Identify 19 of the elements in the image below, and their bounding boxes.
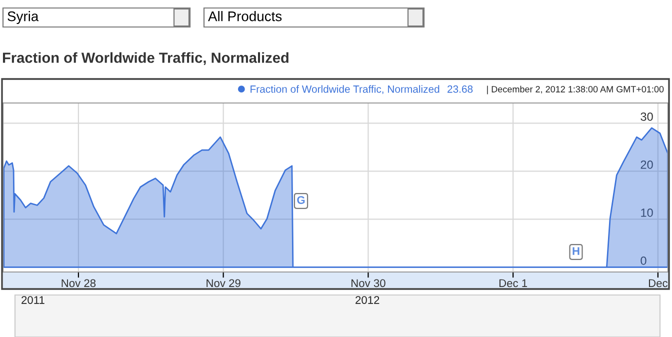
y-tick-label: 10	[641, 208, 653, 217]
y-tick-label: 30	[640, 112, 653, 121]
y-tick-label: 20	[640, 160, 653, 169]
text: | December 2, 2012 1:38:00 AM GMT+01:00	[487, 86, 664, 94]
x-tick-label: Nov 29	[206, 279, 240, 288]
text: Syria	[8, 11, 39, 24]
text: All Products	[208, 11, 282, 22]
text: 2011	[22, 296, 44, 304]
text: 2012	[356, 296, 380, 304]
annotation: H	[572, 247, 580, 255]
y-tick-label: 0	[640, 256, 646, 265]
x-tick-label: Dec	[648, 279, 668, 288]
x-tick-label: Nov 30	[352, 279, 386, 288]
x-tick-label: Nov 28	[62, 279, 96, 288]
chart-title: Fraction of Worldwide Traffic, Normalized	[2, 52, 288, 66]
legend-label: Fraction of Worldwide Traffic, Normalized	[250, 85, 440, 94]
annotation: G	[297, 196, 305, 204]
x-tick-label: Dec 1	[499, 279, 528, 288]
text: 23.68	[448, 85, 473, 93]
